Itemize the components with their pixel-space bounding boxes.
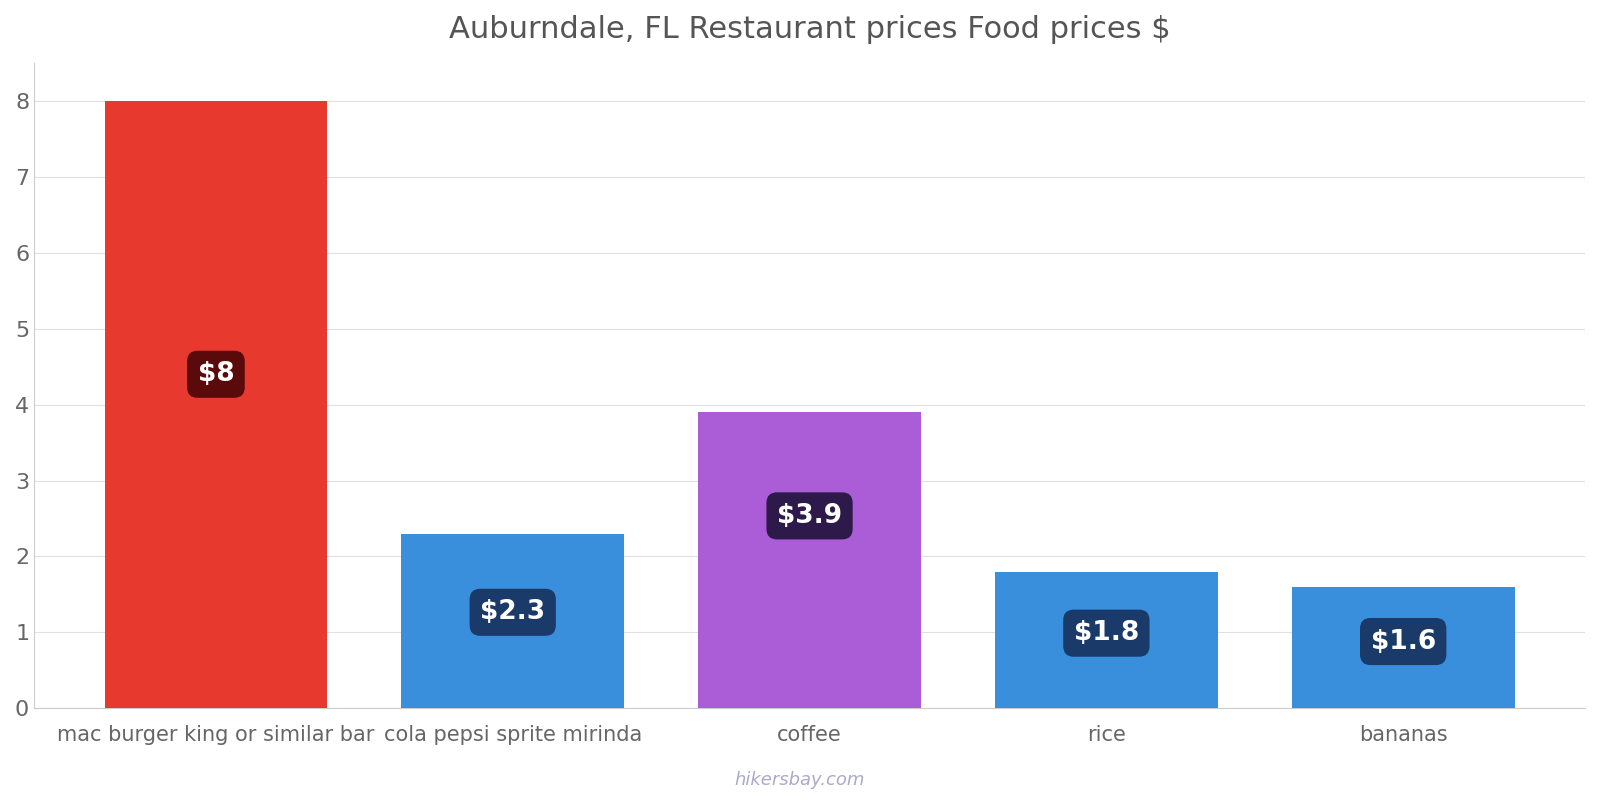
Text: $2.3: $2.3 bbox=[480, 599, 546, 626]
Text: $3.9: $3.9 bbox=[778, 503, 842, 529]
Bar bbox=[995, 572, 1218, 708]
Text: $8: $8 bbox=[198, 362, 234, 387]
Text: $1.6: $1.6 bbox=[1371, 629, 1435, 654]
Bar bbox=[1291, 587, 1515, 708]
Bar bbox=[698, 412, 922, 708]
Title: Auburndale, FL Restaurant prices Food prices $: Auburndale, FL Restaurant prices Food pr… bbox=[448, 15, 1170, 44]
Text: $1.8: $1.8 bbox=[1074, 620, 1139, 646]
Text: hikersbay.com: hikersbay.com bbox=[734, 771, 866, 789]
Bar bbox=[104, 101, 328, 708]
Bar bbox=[402, 534, 624, 708]
